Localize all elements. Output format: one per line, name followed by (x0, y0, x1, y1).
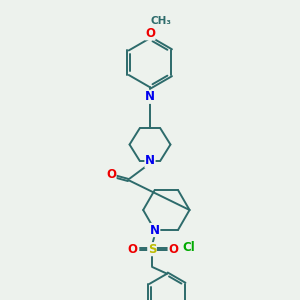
Text: O: O (168, 243, 178, 256)
Text: N: N (145, 90, 155, 103)
Text: N: N (150, 224, 160, 237)
Text: S: S (148, 243, 156, 256)
Text: CH₃: CH₃ (151, 16, 172, 26)
Text: Cl: Cl (182, 241, 195, 254)
Text: N: N (145, 154, 155, 167)
Text: O: O (145, 27, 155, 40)
Text: O: O (106, 168, 116, 181)
Text: O: O (128, 243, 138, 256)
